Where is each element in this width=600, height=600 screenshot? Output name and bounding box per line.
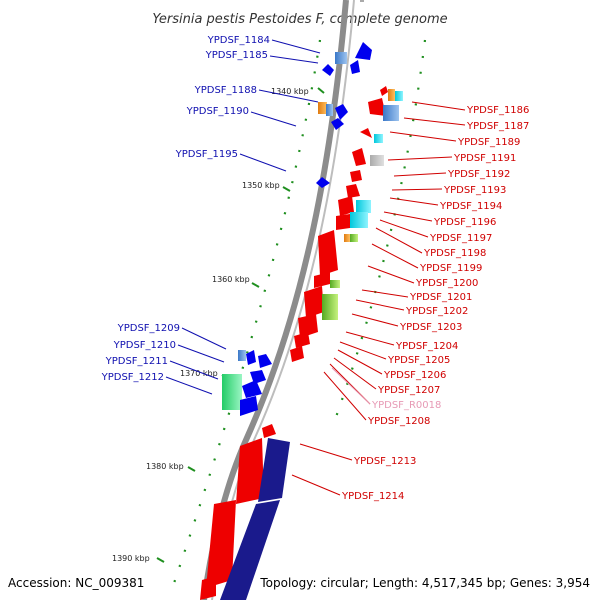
gene-label[interactable]: YPDSF_1213 — [353, 456, 416, 467]
gene-label[interactable]: YPDSF_1206 — [383, 370, 446, 381]
kbp-ticks: 1340 kbp 1350 kbp 1360 kbp 1370 kbp 1380… — [112, 87, 325, 563]
gene-label[interactable]: YPDSF_1211 — [105, 356, 168, 367]
gene-label[interactable]: YPDSF_1191 — [453, 153, 516, 164]
gene-label[interactable]: YPDSF_1188 — [194, 85, 257, 96]
map-title: Yersinia pestis Pestoides F, complete ge… — [152, 12, 447, 27]
gene-label[interactable]: YPDSF_1193 — [443, 185, 506, 196]
tick-label: 1340 kbp — [271, 87, 309, 96]
tick-label: 1390 kbp — [112, 554, 150, 563]
gene-label[interactable]: YPDSF_1185 — [205, 50, 268, 61]
gene-label[interactable]: YPDSF_1194 — [439, 201, 502, 212]
gene-label[interactable]: YPDSF_1202 — [405, 306, 468, 317]
forward-strand-genes — [222, 42, 372, 416]
right-gene-labels: YPDSF_1186 YPDSF_1187 YPDSF_1189 YPDSF_1… — [341, 105, 529, 502]
gene-label[interactable]: YPDSF_1186 — [466, 105, 529, 116]
gene-label[interactable]: YPDSF_R0018 — [371, 400, 441, 411]
tick-label: 1350 kbp — [242, 181, 280, 190]
gene-label[interactable]: YPDSF_1201 — [409, 292, 472, 303]
reverse-strand-genes — [200, 86, 403, 600]
gene-label[interactable]: YPDSF_1203 — [399, 322, 462, 333]
gene-label[interactable]: YPDSF_1187 — [466, 121, 529, 132]
gene-label[interactable]: YPDSF_1189 — [457, 137, 520, 148]
genome-summary-text: Topology: circular; Length: 4,517,345 bp… — [259, 576, 590, 590]
gene-label[interactable]: YPDSF_1199 — [419, 263, 482, 274]
gene-label[interactable]: YPDSF_1212 — [101, 372, 164, 383]
gene-label[interactable]: YPDSF_1184 — [207, 35, 270, 46]
tick-label: 1370 kbp — [180, 369, 218, 378]
gene-label[interactable]: YPDSF_1198 — [423, 248, 486, 259]
gene-label[interactable]: YPDSF_1207 — [377, 385, 440, 396]
gene-label[interactable]: YPDSF_1209 — [117, 323, 180, 334]
tick-label: 1380 kbp — [146, 462, 184, 471]
gene-label[interactable]: YPDSF_1196 — [433, 217, 496, 228]
leader-lines — [165, 39, 466, 496]
left-gene-labels: YPDSF_1184 YPDSF_1185 YPDSF_1188 YPDSF_1… — [101, 35, 270, 383]
tick-label: 1360 kbp — [212, 275, 250, 284]
gene-label[interactable]: YPDSF_1200 — [415, 278, 478, 289]
gene-label[interactable]: YPDSF_1190 — [186, 106, 249, 117]
gene-label[interactable]: YPDSF_1192 — [447, 169, 510, 180]
accession-text: Accession: NC_009381 — [8, 576, 144, 590]
gene-label[interactable]: YPDSF_1210 — [113, 340, 176, 351]
gene-label[interactable]: YPDSF_1204 — [395, 341, 458, 352]
gene-label[interactable]: YPDSF_1195 — [175, 149, 238, 160]
gene-label[interactable]: YPDSF_1208 — [367, 416, 430, 427]
gene-label[interactable]: YPDSF_1214 — [341, 491, 404, 502]
outer-dotted-ring — [168, 39, 427, 596]
gene-label[interactable]: YPDSF_1197 — [429, 233, 492, 244]
cds-blocks — [220, 438, 290, 600]
gene-label[interactable]: YPDSF_1205 — [387, 355, 450, 366]
